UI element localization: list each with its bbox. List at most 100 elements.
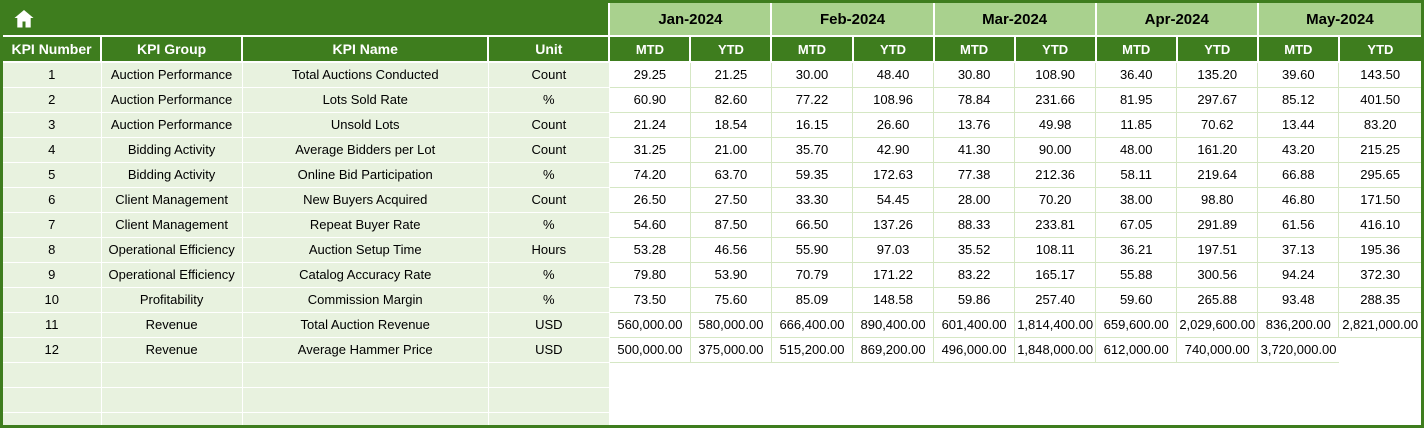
- value-cell[interactable]: 740,000.00: [1176, 336, 1259, 363]
- value-cell[interactable]: 212.36: [1014, 161, 1097, 188]
- kpi-name-cell[interactable]: Repeat Buyer Rate: [241, 211, 489, 238]
- value-cell[interactable]: 297.67: [1176, 86, 1259, 113]
- value-cell[interactable]: 143.50: [1338, 61, 1421, 88]
- kpi-name-cell[interactable]: Lots Sold Rate: [241, 86, 489, 113]
- value-cell[interactable]: [608, 386, 691, 413]
- value-cell[interactable]: 1,848,000.00: [1014, 336, 1097, 363]
- value-cell[interactable]: [1014, 411, 1097, 425]
- value-cell[interactable]: 36.40: [1095, 61, 1178, 88]
- value-cell[interactable]: [608, 411, 691, 425]
- value-cell[interactable]: 58.11: [1095, 161, 1178, 188]
- kpi-name-cell[interactable]: New Buyers Acquired: [241, 186, 489, 213]
- value-cell[interactable]: 85.12: [1257, 86, 1340, 113]
- value-cell[interactable]: 55.90: [770, 236, 854, 263]
- value-cell[interactable]: 612,000.00: [1095, 336, 1178, 363]
- value-cell[interactable]: 890,400.00: [852, 311, 935, 338]
- kpi-number-cell[interactable]: 9: [3, 261, 102, 288]
- kpi-group-cell[interactable]: Revenue: [100, 336, 243, 363]
- value-cell[interactable]: 288.35: [1338, 286, 1421, 313]
- value-cell[interactable]: 515,200.00: [770, 336, 854, 363]
- value-cell[interactable]: [1338, 386, 1421, 413]
- value-cell[interactable]: 35.70: [770, 136, 854, 163]
- value-cell[interactable]: 165.17: [1014, 261, 1097, 288]
- unit-cell[interactable]: USD: [487, 311, 610, 338]
- unit-cell[interactable]: [487, 386, 610, 413]
- unit-cell[interactable]: %: [487, 286, 610, 313]
- value-cell[interactable]: 48.40: [852, 61, 935, 88]
- value-cell[interactable]: 295.65: [1338, 161, 1421, 188]
- value-cell[interactable]: 1,814,400.00: [1014, 311, 1097, 338]
- value-cell[interactable]: 98.80: [1176, 186, 1259, 213]
- value-cell[interactable]: 11.85: [1095, 111, 1178, 138]
- value-cell[interactable]: 66.88: [1257, 161, 1340, 188]
- value-cell[interactable]: 82.60: [689, 86, 772, 113]
- value-cell[interactable]: 77.22: [770, 86, 854, 113]
- unit-cell[interactable]: Count: [487, 186, 610, 213]
- unit-cell[interactable]: %: [487, 211, 610, 238]
- value-cell[interactable]: 83.22: [933, 261, 1016, 288]
- unit-cell[interactable]: [487, 411, 610, 425]
- value-cell[interactable]: 46.56: [689, 236, 772, 263]
- value-cell[interactable]: 2,821,000.00: [1338, 311, 1421, 338]
- value-cell[interactable]: 88.33: [933, 211, 1016, 238]
- value-cell[interactable]: 31.25: [608, 136, 691, 163]
- value-cell[interactable]: 53.28: [608, 236, 691, 263]
- value-cell[interactable]: [852, 361, 935, 388]
- value-cell[interactable]: 61.56: [1257, 211, 1340, 238]
- value-cell[interactable]: [689, 386, 772, 413]
- value-cell[interactable]: 13.44: [1257, 111, 1340, 138]
- kpi-number-cell[interactable]: [3, 361, 102, 388]
- kpi-number-cell[interactable]: 7: [3, 211, 102, 238]
- kpi-number-cell[interactable]: 10: [3, 286, 102, 313]
- kpi-name-cell[interactable]: [241, 386, 489, 413]
- value-cell[interactable]: 197.51: [1176, 236, 1259, 263]
- value-cell[interactable]: [1257, 361, 1340, 388]
- value-cell[interactable]: 26.50: [608, 186, 691, 213]
- value-cell[interactable]: 108.90: [1014, 61, 1097, 88]
- value-cell[interactable]: 70.62: [1176, 111, 1259, 138]
- value-cell[interactable]: 137.26: [852, 211, 935, 238]
- unit-cell[interactable]: %: [487, 86, 610, 113]
- value-cell[interactable]: 26.60: [852, 111, 935, 138]
- value-cell[interactable]: [1014, 386, 1097, 413]
- value-cell[interactable]: 41.30: [933, 136, 1016, 163]
- value-cell[interactable]: 39.60: [1257, 61, 1340, 88]
- kpi-number-cell[interactable]: 8: [3, 236, 102, 263]
- kpi-number-cell[interactable]: 6: [3, 186, 102, 213]
- value-cell[interactable]: 18.54: [689, 111, 772, 138]
- value-cell[interactable]: 836,200.00: [1257, 311, 1340, 338]
- value-cell[interactable]: [933, 361, 1016, 388]
- value-cell[interactable]: [770, 386, 854, 413]
- kpi-name-cell[interactable]: Total Auctions Conducted: [241, 61, 489, 88]
- unit-cell[interactable]: Hours: [487, 236, 610, 263]
- value-cell[interactable]: 666,400.00: [770, 311, 854, 338]
- value-cell[interactable]: [852, 411, 935, 425]
- value-cell[interactable]: [770, 361, 854, 388]
- kpi-name-cell[interactable]: Average Bidders per Lot: [241, 136, 489, 163]
- value-cell[interactable]: 38.00: [1095, 186, 1178, 213]
- value-cell[interactable]: 81.95: [1095, 86, 1178, 113]
- kpi-number-cell[interactable]: 3: [3, 111, 102, 138]
- kpi-number-cell[interactable]: [3, 386, 102, 413]
- value-cell[interactable]: 43.20: [1257, 136, 1340, 163]
- kpi-number-cell[interactable]: 4: [3, 136, 102, 163]
- kpi-group-cell[interactable]: Client Management: [100, 211, 243, 238]
- kpi-group-cell[interactable]: Profitability: [100, 286, 243, 313]
- kpi-group-cell[interactable]: Client Management: [100, 186, 243, 213]
- value-cell[interactable]: [689, 361, 772, 388]
- value-cell[interactable]: 375,000.00: [689, 336, 772, 363]
- kpi-name-cell[interactable]: Commission Margin: [241, 286, 489, 313]
- unit-cell[interactable]: Count: [487, 111, 610, 138]
- value-cell[interactable]: 2,029,600.00: [1176, 311, 1259, 338]
- unit-cell[interactable]: USD: [487, 336, 610, 363]
- value-cell[interactable]: 55.88: [1095, 261, 1178, 288]
- unit-cell[interactable]: %: [487, 161, 610, 188]
- value-cell[interactable]: 172.63: [852, 161, 935, 188]
- value-cell[interactable]: 372.30: [1338, 261, 1421, 288]
- unit-cell[interactable]: Count: [487, 61, 610, 88]
- value-cell[interactable]: 30.00: [770, 61, 854, 88]
- value-cell[interactable]: 16.15: [770, 111, 854, 138]
- value-cell[interactable]: 257.40: [1014, 286, 1097, 313]
- kpi-name-cell[interactable]: [241, 411, 489, 425]
- kpi-group-cell[interactable]: [100, 411, 243, 425]
